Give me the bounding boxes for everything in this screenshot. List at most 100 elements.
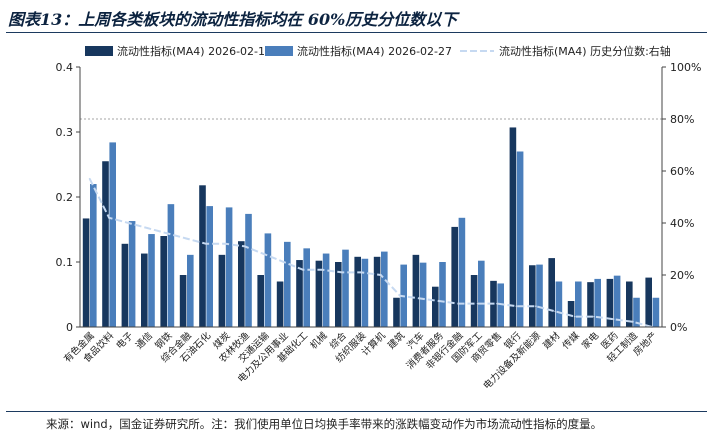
y-tick-label-right: 80%	[670, 113, 694, 126]
percentile-point	[108, 216, 110, 219]
percentile-point	[185, 237, 188, 240]
percentile-point	[457, 302, 460, 305]
percentile-point	[302, 268, 304, 271]
source-note: 来源：wind，国金证券研究所。注：我们使用单位日均换手率带来的涨跌幅变动作为市…	[46, 417, 603, 431]
x-tick-label: 建材	[540, 329, 562, 351]
bar-series-2	[284, 241, 291, 327]
line-layer	[88, 177, 654, 328]
legend: 流动性指标(MA4) 2026-02-13 流动性指标(MA4) 2026-02-…	[85, 44, 671, 58]
axes-layer: 0 0.1 0.2 0.3 0.4 0% 20% 40% 60% 80% 100%	[56, 61, 702, 334]
bar-series-1	[509, 127, 517, 327]
percentile-point	[127, 222, 130, 224]
bar-series-1	[238, 241, 245, 327]
bar-series-1	[373, 256, 381, 327]
y-tick-label-right: 60%	[670, 165, 694, 178]
bar-series-1	[199, 185, 206, 327]
bar-series-1	[102, 161, 109, 327]
x-axis-labels: 有色金属食品饮料电子通信钢铁综合金融石油石化煤炭农林牧渔交通运输电力及公用事业基…	[61, 329, 659, 392]
x-tick-label: 电子	[114, 329, 136, 351]
percentile-point	[360, 271, 363, 274]
bar-series-1	[257, 275, 264, 327]
bar-series-2	[245, 213, 252, 327]
bar-series-2	[225, 207, 233, 327]
bar-series-1	[529, 265, 536, 327]
percentile-point	[612, 318, 615, 321]
percentile-point	[224, 242, 227, 245]
legend-swatch-series-1	[85, 46, 113, 56]
x-tick-label: 建筑	[385, 329, 407, 351]
percentile-point	[573, 315, 576, 318]
percentile-point	[282, 261, 285, 263]
x-tick-label: 家电	[579, 329, 601, 351]
percentile-point	[399, 294, 401, 297]
bar-series-1	[276, 281, 284, 327]
bar-series-1	[645, 277, 652, 327]
chart-title: 图表13：上周各类板块的流动性指标均在 60%历史分位数以下	[8, 10, 458, 29]
bar-series-1	[587, 282, 594, 327]
legend-swatch-series-2	[265, 46, 293, 56]
bar-series-2	[167, 204, 175, 327]
bar-series-2	[419, 262, 427, 327]
y-tick-label-left: 0.1	[56, 256, 74, 269]
x-tick-label: 通信	[133, 330, 155, 352]
bar-series-1	[432, 286, 439, 327]
percentile-point	[244, 245, 246, 248]
bar-series-2	[381, 251, 388, 327]
percentile-point	[341, 271, 343, 274]
bar-series-1	[393, 297, 400, 327]
bar-series-2	[497, 283, 504, 327]
bar-series-2	[187, 254, 194, 327]
bar-series-1	[470, 275, 478, 327]
bar-series-1	[606, 278, 614, 327]
bar-series-2	[90, 184, 97, 327]
percentile-point	[496, 302, 498, 305]
bar-series-2	[478, 260, 485, 327]
bar-series-2	[342, 249, 349, 327]
percentile-line	[88, 178, 653, 328]
bar-series-1	[82, 218, 90, 327]
percentile-point	[438, 300, 440, 302]
y-tick-label-left: 0.2	[56, 191, 74, 204]
percentile-point	[88, 177, 91, 180]
footer-divider	[6, 411, 707, 412]
bar-series-1	[121, 243, 129, 327]
bar-series-1	[160, 236, 167, 327]
percentile-point	[147, 227, 149, 230]
bar-series-1	[451, 226, 458, 327]
percentile-point	[554, 310, 557, 313]
percentile-point	[321, 268, 324, 271]
bar-series-2	[439, 262, 446, 327]
bar-series-2	[458, 217, 466, 327]
bar-series-1	[315, 260, 323, 327]
bar-series-1	[335, 262, 342, 327]
percentile-point	[476, 302, 479, 305]
x-tick-label: 传媒	[560, 329, 582, 351]
bar-series-2	[303, 248, 310, 327]
legend-label-series-1: 流动性指标(MA4) 2026-02-13	[117, 44, 272, 58]
y-tick-label-left: 0.3	[56, 126, 74, 139]
bar-series-2	[322, 253, 330, 327]
bar-series-2	[148, 234, 155, 327]
bar-series-2	[536, 264, 543, 327]
y-tick-label-right: 40%	[670, 217, 694, 230]
bar-series-1	[412, 254, 420, 327]
bar-series-2	[206, 206, 213, 327]
x-tick-label: 机械	[308, 329, 330, 351]
percentile-point	[166, 232, 169, 235]
bar-series-1	[141, 253, 148, 327]
y-tick-label-left: 0.4	[56, 61, 74, 74]
bar-series-2	[613, 275, 621, 327]
bar-series-1	[179, 275, 187, 327]
bar-series-1	[354, 256, 361, 327]
y-tick-label-right: 100%	[670, 61, 701, 74]
bar-series-1	[548, 258, 555, 327]
bar-series-2	[361, 258, 369, 327]
percentile-point	[263, 253, 266, 256]
percentile-point	[515, 305, 518, 308]
percentile-point	[593, 315, 595, 318]
percentile-point	[535, 305, 537, 308]
percentile-point	[632, 320, 634, 323]
legend-label-series-3: 流动性指标(MA4) 历史分位数:右轴	[499, 44, 671, 58]
bar-series-2	[128, 221, 136, 327]
